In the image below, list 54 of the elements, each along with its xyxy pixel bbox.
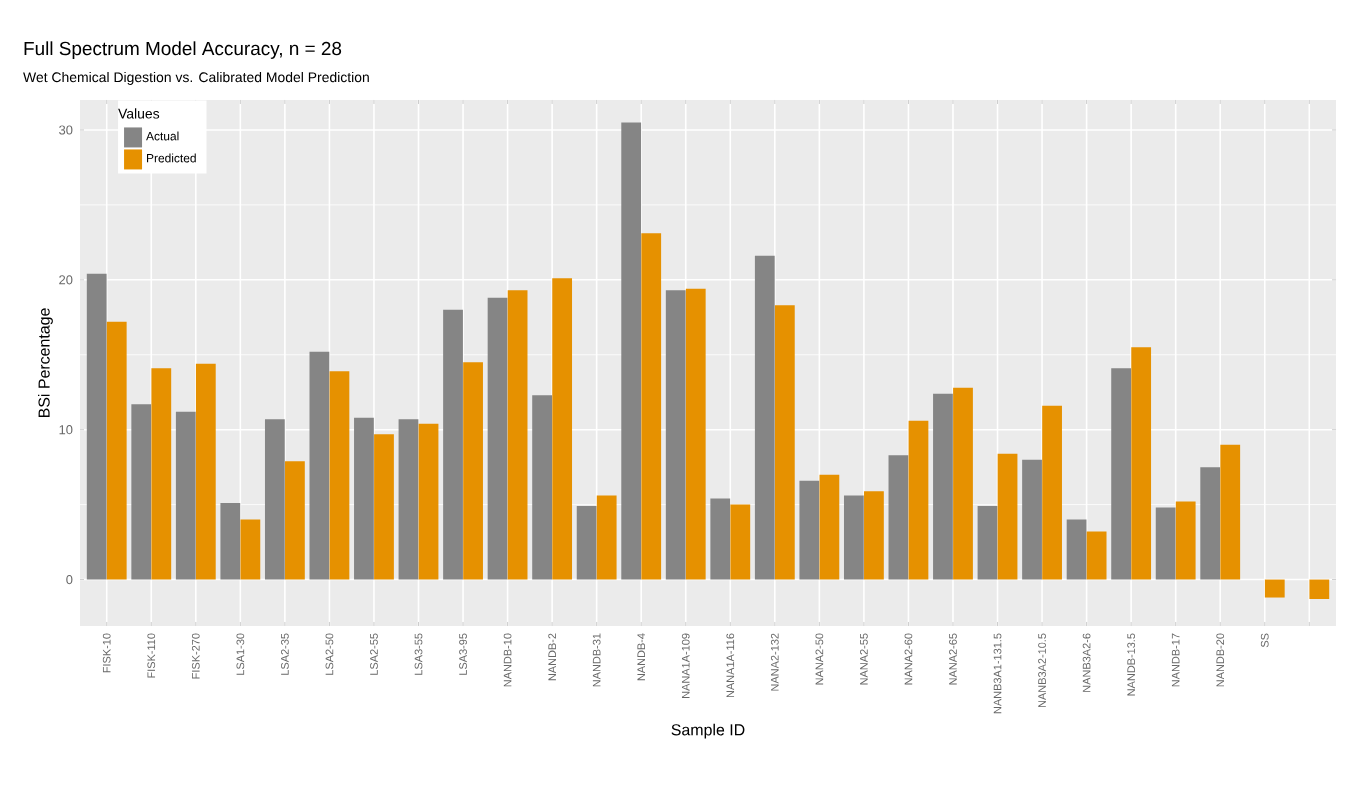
bar <box>819 474 840 580</box>
bar <box>1200 467 1221 580</box>
bar <box>463 362 483 580</box>
bar <box>106 321 127 580</box>
bar <box>1155 507 1176 580</box>
bar <box>576 506 597 580</box>
bar <box>1220 444 1241 580</box>
bar <box>398 419 419 580</box>
bar <box>443 309 463 580</box>
bar <box>532 395 552 580</box>
bar <box>908 420 929 580</box>
bar <box>665 290 686 580</box>
bar <box>641 233 662 580</box>
bar <box>977 506 998 580</box>
bar <box>730 504 751 580</box>
bar <box>1131 347 1152 580</box>
bar <box>596 495 617 580</box>
bar <box>754 255 775 580</box>
bar <box>1086 531 1107 580</box>
bar <box>264 419 285 580</box>
bar <box>1175 501 1196 580</box>
bar <box>888 455 909 580</box>
bar <box>864 491 884 580</box>
bar <box>953 387 973 580</box>
bar <box>552 278 573 580</box>
bar <box>1042 405 1062 580</box>
bar <box>1309 579 1330 600</box>
chart-title: Full Spectrum Model Accuracy, n = 28 <box>24 41 342 59</box>
bar <box>285 461 305 580</box>
bar <box>487 297 508 580</box>
bar <box>997 453 1018 580</box>
bar <box>240 519 261 580</box>
bar <box>685 288 706 580</box>
bar <box>507 290 528 580</box>
bar <box>621 122 642 580</box>
bar <box>1022 459 1042 580</box>
bar <box>195 363 216 580</box>
bar <box>1111 368 1132 580</box>
bar <box>1264 579 1285 598</box>
bar <box>933 393 953 580</box>
bar <box>329 371 350 580</box>
bar <box>799 480 820 580</box>
bar <box>418 423 439 580</box>
bar <box>175 411 196 580</box>
bar <box>1066 519 1087 580</box>
bar <box>774 305 795 580</box>
bar <box>220 503 241 580</box>
bar <box>374 434 394 580</box>
bar <box>151 368 172 580</box>
bar <box>354 417 374 580</box>
bar <box>131 404 152 580</box>
bar <box>710 498 731 580</box>
bar <box>843 495 864 580</box>
bar <box>309 351 330 580</box>
